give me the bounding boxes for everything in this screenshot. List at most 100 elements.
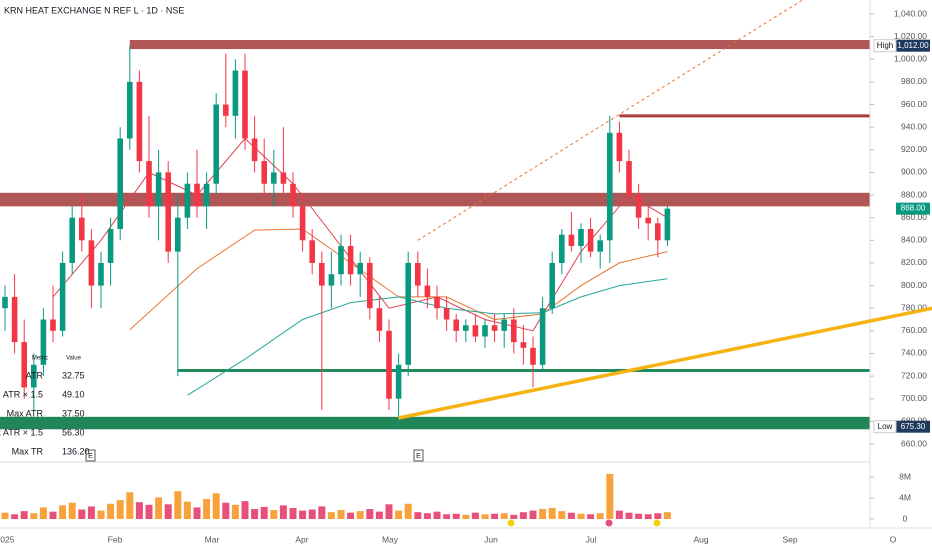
candle-body (645, 217, 651, 224)
candle-body (530, 347, 536, 365)
table-value: 32.75 (62, 370, 85, 380)
volume-bar (145, 504, 153, 519)
candle-body (280, 172, 287, 184)
y-tick-label: 840.00 (901, 235, 927, 245)
candle-body (155, 172, 162, 207)
candle-body (79, 217, 85, 241)
volume-bar (222, 502, 230, 519)
candle-body (559, 234, 565, 263)
volume-bar (462, 514, 470, 519)
volume-bar (337, 510, 345, 519)
y-tick-label: 760.00 (901, 325, 927, 335)
volume-bar (615, 510, 623, 519)
x-tick-label: 2025 (0, 534, 15, 544)
volume-bar (78, 509, 86, 519)
candle-body (261, 161, 267, 184)
volume-bar (414, 512, 422, 519)
candle-body (386, 330, 392, 399)
candle-body (520, 342, 527, 348)
candle-body (117, 138, 123, 229)
price-tag (896, 39, 930, 52)
table-metric: Max ATR (7, 408, 44, 418)
split-marker[interactable] (605, 519, 613, 527)
volume-bar (423, 513, 431, 519)
candle-body (223, 104, 229, 116)
event-label: E (416, 453, 421, 460)
candle-body (338, 245, 344, 275)
candle-body (59, 262, 66, 331)
volume-bar (107, 503, 115, 519)
table-metric: ATR (26, 370, 44, 380)
x-tick-label: Apr (295, 534, 308, 544)
candle-body (626, 161, 632, 196)
volume-bar (135, 502, 143, 519)
candle-body (2, 296, 8, 309)
volume-bar (654, 513, 662, 519)
volume-bar (481, 514, 489, 519)
candle-body (472, 325, 479, 337)
volume-bar (539, 509, 547, 519)
volume-bar (663, 512, 671, 519)
candle-body (376, 308, 383, 331)
candle-body (309, 240, 315, 263)
y-tick-label: 940.00 (901, 121, 927, 131)
x-tick-label: Sep (782, 534, 797, 544)
candle-body (165, 172, 171, 252)
event-marker[interactable] (85, 449, 96, 462)
candle-body (424, 285, 431, 297)
volume-bar (404, 503, 412, 519)
volume-bar (510, 514, 518, 519)
candle-body (319, 262, 325, 286)
candle-body (367, 262, 373, 309)
candle-body (607, 132, 613, 241)
volume-bar (327, 512, 335, 519)
volume-bar (519, 512, 527, 519)
volume-bar (577, 513, 585, 519)
volume-bar (318, 506, 326, 519)
candle-body (232, 70, 239, 116)
volume-bar (558, 511, 566, 519)
price-tag-name-box (873, 39, 897, 53)
dividend-marker[interactable] (507, 519, 515, 527)
volume-bar (587, 514, 595, 519)
table-header: Metric (32, 356, 48, 362)
x-tick-label: Aug (693, 534, 708, 544)
y-tick-label: 820.00 (901, 257, 927, 267)
dividend-marker[interactable] (653, 519, 661, 527)
volume-bar (183, 501, 191, 519)
candle-body (31, 364, 37, 388)
x-tick-label: Feb (108, 534, 123, 544)
volume-bar (385, 504, 393, 519)
volume-bar (548, 507, 556, 519)
volume-bar (155, 497, 163, 519)
volume-bar (500, 513, 508, 519)
candle-body (242, 70, 248, 139)
candle-body (213, 104, 219, 184)
volume-bar (433, 511, 441, 519)
candle-body (290, 183, 296, 207)
candle-body (50, 319, 56, 331)
table-header: Value (66, 356, 82, 362)
volume-bar (11, 514, 19, 519)
price-tag (896, 202, 930, 215)
volume-bar (1, 512, 9, 519)
event-label: E (88, 453, 93, 460)
candle-body (184, 183, 191, 218)
volume-bar (203, 499, 211, 519)
y-tick-label: 900.00 (901, 167, 927, 177)
volume-bar (97, 510, 105, 519)
volume-bar (366, 509, 374, 519)
y-tick-label: 1,020.00 (894, 31, 927, 41)
volume-bar (270, 510, 278, 519)
candle-body (395, 364, 402, 399)
event-marker[interactable] (413, 449, 424, 462)
candle-body (568, 234, 575, 246)
candle-body (98, 262, 104, 286)
x-tick-label: Jun (484, 534, 498, 544)
price-tag-value: 868.00 (901, 204, 926, 213)
volume-bar (174, 491, 182, 519)
candle-body (299, 206, 306, 241)
volume-bar (39, 507, 47, 519)
volume-bar (126, 492, 134, 519)
